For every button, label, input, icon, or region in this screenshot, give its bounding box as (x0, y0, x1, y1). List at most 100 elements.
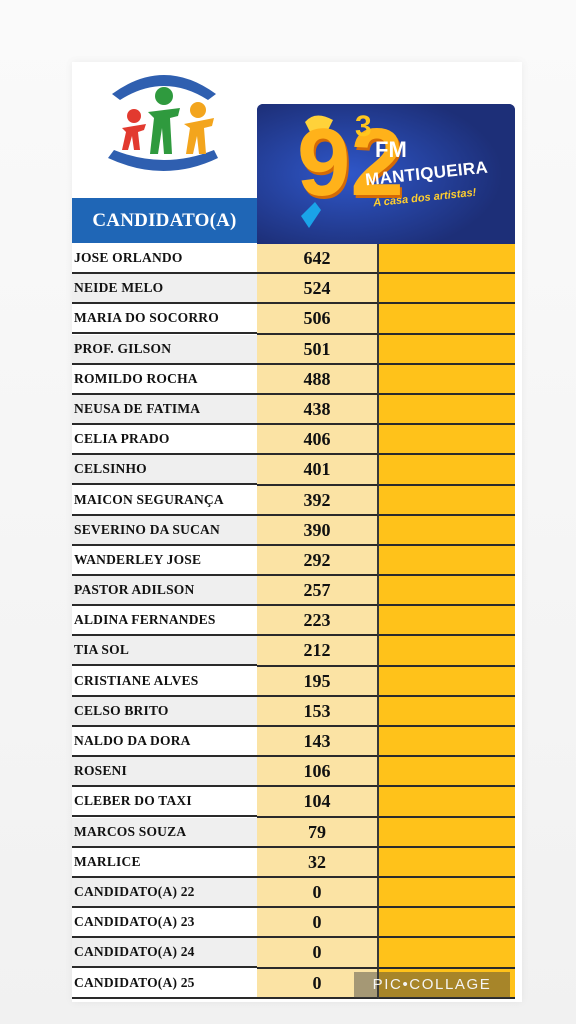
empty-cell (379, 425, 515, 456)
candidate-name: CANDIDATO(A) 24 (72, 938, 257, 969)
empty-cell (379, 636, 515, 667)
candidate-name: MARIA DO SOCORRO (72, 304, 257, 335)
candidate-votes: 223 (257, 606, 379, 637)
candidate-votes: 104 (257, 787, 379, 818)
candidate-name: ROMILDO ROCHA (72, 365, 257, 395)
candidate-votes: 195 (257, 666, 379, 697)
candidate-votes: 0 (257, 968, 379, 999)
family-logo-icon (104, 66, 222, 180)
candidate-name: NALDO DA DORA (72, 727, 257, 757)
empty-cell (379, 787, 515, 818)
candidate-votes: 392 (257, 485, 379, 516)
empty-cell (379, 485, 515, 516)
empty-cell (379, 757, 515, 788)
table-row: NEUSA DE FATIMA 438 (72, 394, 515, 426)
empty-cell (379, 364, 515, 395)
candidate-name: NEUSA DE FATIMA (72, 394, 257, 425)
empty-cell (379, 938, 515, 969)
pic-collage-watermark: PIC•COLLAGE (354, 972, 510, 998)
radio-fm: FM (375, 137, 407, 162)
candidate-votes: 401 (257, 455, 379, 486)
empty-cell (379, 576, 515, 607)
empty-cell (379, 304, 515, 335)
candidate-votes: 212 (257, 636, 379, 667)
candidate-name: WANDERLEY JOSE (72, 546, 257, 576)
empty-cell (379, 817, 515, 848)
table-row: CELIA PRADO 406 (72, 425, 515, 456)
table-row: CRISTIANE ALVES 195 (72, 666, 515, 697)
radio-number: 92 (297, 109, 404, 216)
empty-cell (379, 394, 515, 426)
table-row: JOSE ORLANDO 642 (72, 244, 515, 275)
empty-cell (379, 908, 515, 939)
candidate-votes: 257 (257, 576, 379, 607)
empty-cell (379, 545, 515, 577)
table-row: TIA SOL 212 (72, 636, 515, 667)
radio-number-sup: 3 (355, 110, 372, 143)
results-table: JOSE ORLANDO 642 NEIDE MELO 524 MARIA DO SOC… (72, 244, 515, 999)
candidate-name: CANDIDATO(A) 25 (72, 969, 257, 999)
candidate-votes: 390 (257, 515, 379, 546)
candidate-name: MARCOS SOUZA (72, 817, 257, 848)
candidate-votes: 524 (257, 274, 379, 305)
candidate-name: CELSINHO (72, 455, 257, 486)
table-row: WANDERLEY JOSE 292 (72, 545, 515, 577)
candidate-votes: 292 (257, 545, 379, 577)
empty-cell (379, 696, 515, 727)
candidate-name: MARLICE (72, 848, 257, 878)
table-row: MARCOS SOUZA 79 (72, 817, 515, 848)
table-row: MAICON SEGURANÇA 392 (72, 485, 515, 516)
table-row: PASTOR ADILSON 257 (72, 576, 515, 607)
table-row: SEVERINO DA SUCAN 390 (72, 515, 515, 546)
table-row: CANDIDATO(A) 22 0 (72, 877, 515, 909)
empty-cell (379, 244, 515, 275)
table-row: CELSINHO 401 (72, 455, 515, 486)
empty-cell (379, 666, 515, 697)
candidate-votes: 153 (257, 696, 379, 727)
candidate-votes: 0 (257, 908, 379, 939)
candidate-votes: 501 (257, 334, 379, 365)
radio-logo-banner: 92 3 FM MANTIQUEIRA A casa dos artistas! (257, 104, 515, 244)
candidate-name: SEVERINO DA SUCAN (72, 515, 257, 546)
empty-cell (379, 274, 515, 305)
candidate-column-header: CANDIDATO(A) (72, 198, 257, 243)
radio-logo-icon (257, 104, 515, 244)
candidate-votes: 438 (257, 394, 379, 426)
table-row: NALDO DA DORA 143 (72, 727, 515, 758)
candidate-name: CELSO BRITO (72, 696, 257, 727)
empty-cell (379, 515, 515, 546)
candidate-name: CANDIDATO(A) 22 (72, 877, 257, 908)
candidate-votes: 642 (257, 244, 379, 275)
candidate-name: PASTOR ADILSON (72, 576, 257, 607)
candidate-votes: 0 (257, 938, 379, 969)
table-row: CANDIDATO(A) 23 0 (72, 908, 515, 939)
table-row: ROSENI 106 (72, 757, 515, 788)
empty-cell (379, 606, 515, 637)
table-row: NEIDE MELO 524 (72, 274, 515, 305)
candidate-name: CELIA PRADO (72, 425, 257, 456)
candidate-votes: 506 (257, 304, 379, 335)
table-row: CLEBER DO TAXI 104 (72, 787, 515, 818)
table-row: CELSO BRITO 153 (72, 696, 515, 727)
table-row: ROMILDO ROCHA 488 (72, 364, 515, 395)
candidate-name: CANDIDATO(A) 23 (72, 908, 257, 939)
empty-cell (379, 968, 515, 999)
candidate-name: CRISTIANE ALVES (72, 667, 257, 697)
table-row: PROF. GILSON 501 (72, 334, 515, 365)
empty-cell (379, 727, 515, 758)
table-row: ALDINA FERNANDES 223 (72, 606, 515, 637)
table-row: CANDIDATO(A) 25 0 (72, 968, 515, 999)
candidate-name: TIA SOL (72, 636, 257, 667)
empty-cell (379, 847, 515, 878)
empty-cell (379, 334, 515, 365)
candidate-votes: 0 (257, 877, 379, 909)
candidate-votes: 32 (257, 847, 379, 878)
candidate-name: PROF. GILSON (72, 334, 257, 365)
candidate-votes: 143 (257, 727, 379, 758)
table-row: MARIA DO SOCORRO 506 (72, 304, 515, 335)
candidate-name: NEIDE MELO (72, 274, 257, 305)
table-row: MARLICE 32 (72, 847, 515, 878)
candidate-name: ALDINA FERNANDES (72, 606, 257, 637)
candidate-votes: 406 (257, 425, 379, 456)
candidate-votes: 106 (257, 757, 379, 788)
